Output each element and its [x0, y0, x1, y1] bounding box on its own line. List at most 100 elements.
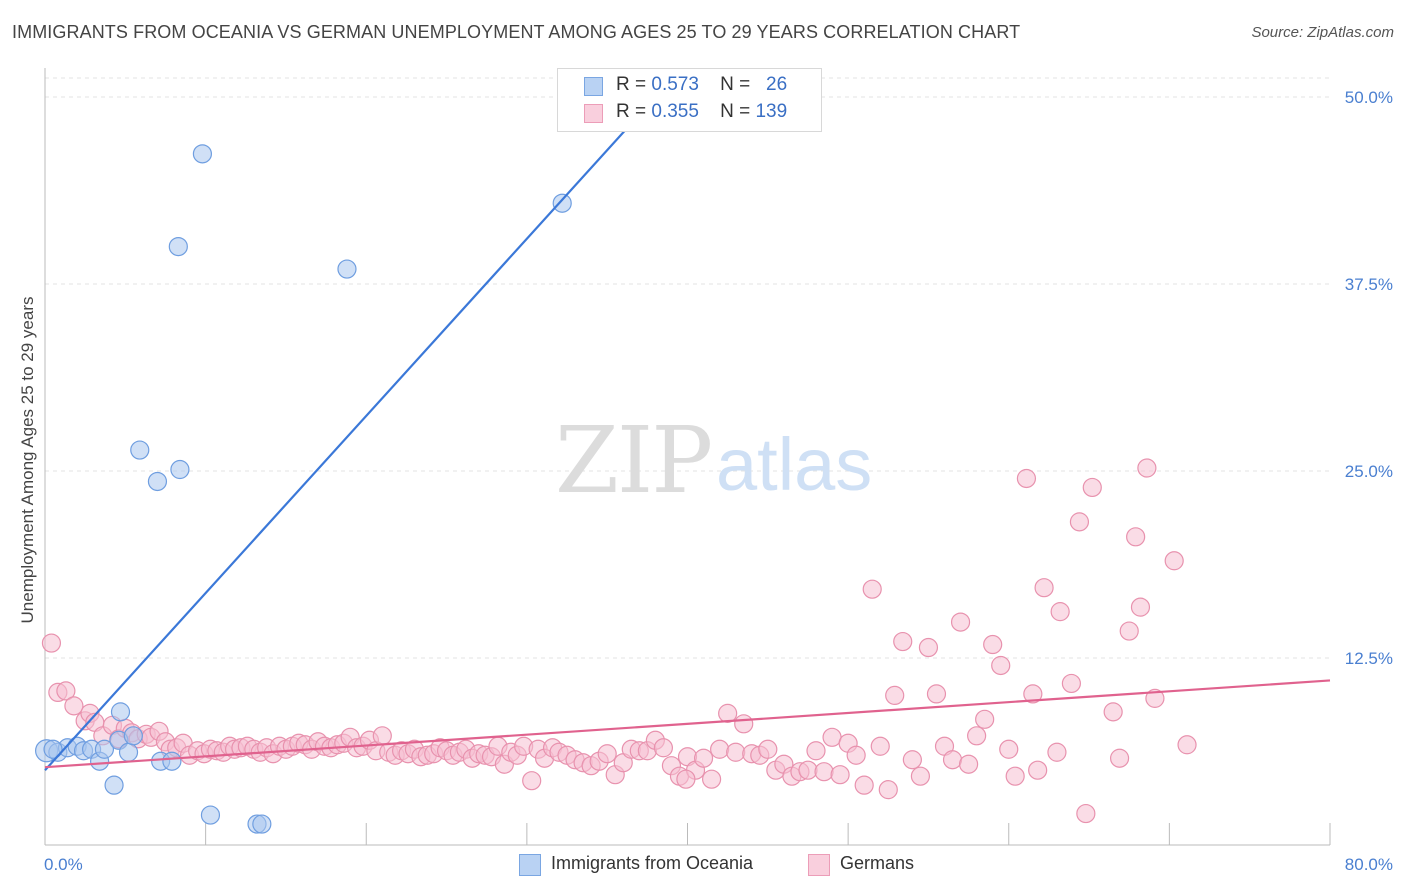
point-germans-152 — [676, 769, 696, 789]
point-germans-127 — [950, 612, 971, 632]
legend-n-value: 139 — [755, 101, 788, 122]
point-germans-117 — [870, 736, 890, 756]
point-germans-3 — [64, 696, 84, 716]
point-germans-150 — [1164, 551, 1184, 571]
point-germans-141 — [1076, 803, 1096, 824]
point-germans-140 — [1069, 512, 1090, 532]
point-germans-50 — [372, 726, 392, 746]
trend-line-oceania — [44, 96, 657, 771]
point-germans-138 — [1050, 602, 1070, 622]
chart-title: IMMIGRANTS FROM OCEANIA VS GERMAN UNEMPL… — [12, 22, 1021, 42]
point-germans-103 — [758, 739, 778, 759]
point-germans-109 — [806, 741, 826, 761]
point-germans-97 — [710, 739, 730, 759]
legend-n-label: N = — [720, 74, 751, 95]
bottom-legend-label-oceania: Immigrants from Oceania — [551, 853, 754, 873]
point-oceania-25 — [43, 739, 63, 759]
point-germans-115 — [854, 775, 874, 795]
point-germans-132 — [991, 655, 1011, 676]
point-germans-120 — [893, 631, 913, 652]
point-germans-123 — [918, 637, 939, 658]
point-germans-121 — [902, 750, 922, 770]
point-germans-110 — [814, 762, 834, 782]
point-oceania-10 — [110, 702, 131, 722]
point-germans-111 — [822, 727, 842, 747]
point-oceania-11 — [118, 742, 139, 762]
point-germans-151 — [1177, 735, 1197, 755]
trend-line-germans — [44, 679, 1331, 769]
bottom-legend-swatch-oceania — [519, 854, 541, 876]
point-oceania-14 — [147, 471, 168, 492]
legend-r-label: R = — [616, 101, 647, 122]
point-germans-128 — [958, 754, 979, 774]
point-germans-73 — [522, 771, 542, 791]
point-germans-149 — [1145, 688, 1165, 708]
point-germans-144 — [1109, 748, 1130, 768]
point-germans-130 — [975, 709, 995, 729]
y-tick-label-1: 25.0% — [1345, 462, 1393, 481]
y-tick-label-2: 37.5% — [1345, 275, 1393, 294]
legend-r-value: 0.573 — [651, 74, 699, 95]
point-germans-129 — [967, 726, 987, 746]
watermark: ZIP atlas — [555, 407, 872, 514]
point-oceania-22 — [252, 814, 272, 834]
legend-swatch-germans — [584, 104, 603, 123]
bottom-legend-label-germans: Germans — [840, 853, 915, 873]
point-germans-145 — [1119, 621, 1139, 641]
grid-lines — [45, 77, 1330, 659]
point-oceania-8 — [104, 775, 124, 795]
trend-lines — [44, 96, 1331, 771]
point-oceania-7 — [94, 739, 115, 759]
point-germans-124 — [926, 684, 947, 704]
point-germans-131 — [983, 634, 1003, 655]
legend-r-value: 0.355 — [651, 101, 699, 122]
point-germans-134 — [1005, 766, 1025, 786]
axes — [44, 68, 1331, 846]
point-germans-143 — [1103, 702, 1123, 722]
point-germans-133 — [999, 739, 1019, 759]
point-germans-99 — [726, 742, 746, 762]
legend-n-label: N = — [720, 101, 751, 122]
point-oceania-20 — [200, 805, 221, 825]
point-oceania-19 — [192, 144, 213, 164]
point-germans-118 — [878, 780, 898, 800]
point-oceania-12 — [123, 726, 143, 746]
point-germans-137 — [1034, 578, 1054, 598]
x-tick-label-1: 80.0% — [1345, 855, 1393, 874]
point-germans-147 — [1130, 597, 1151, 617]
point-germans-135 — [1016, 468, 1037, 489]
point-germans-116 — [862, 579, 882, 599]
point-germans-126 — [942, 750, 963, 770]
point-germans-136 — [1023, 684, 1043, 704]
watermark-zip: ZIP — [555, 407, 711, 514]
series-oceania — [35, 144, 572, 834]
point-germans-112 — [830, 765, 850, 785]
legend-swatch-oceania — [584, 77, 603, 96]
point-germans-114 — [846, 745, 866, 765]
point-germans-90 — [653, 738, 674, 758]
watermark-atlas: atlas — [716, 423, 872, 506]
point-germans-142 — [1082, 477, 1102, 498]
point-germans-148 — [1137, 458, 1157, 478]
y-tick-label-0: 12.5% — [1345, 649, 1393, 668]
bottom-legend-swatch-germans — [808, 854, 830, 876]
point-germans-153 — [1047, 742, 1067, 762]
point-germans-139 — [1061, 673, 1081, 694]
x-tick-label-0: 0.0% — [44, 855, 83, 874]
point-germans-98 — [718, 703, 738, 723]
point-germans-96 — [701, 769, 722, 789]
point-germans-100 — [734, 714, 754, 734]
point-germans-146 — [1126, 527, 1146, 547]
point-oceania-18 — [170, 459, 190, 480]
point-oceania-16 — [162, 751, 182, 771]
legend-n-value: 26 — [766, 74, 788, 95]
point-oceania-24 — [552, 193, 572, 213]
point-germans-154 — [1028, 760, 1048, 780]
correlation-legend: R = 0.573 N = 26 R = 0.355 N = 139 — [557, 68, 822, 132]
point-oceania-13 — [130, 440, 150, 460]
point-oceania-23 — [337, 259, 357, 279]
point-germans-108 — [798, 760, 818, 780]
legend-r-label: R = — [616, 74, 647, 95]
y-tick-label-3: 50.0% — [1345, 88, 1393, 107]
